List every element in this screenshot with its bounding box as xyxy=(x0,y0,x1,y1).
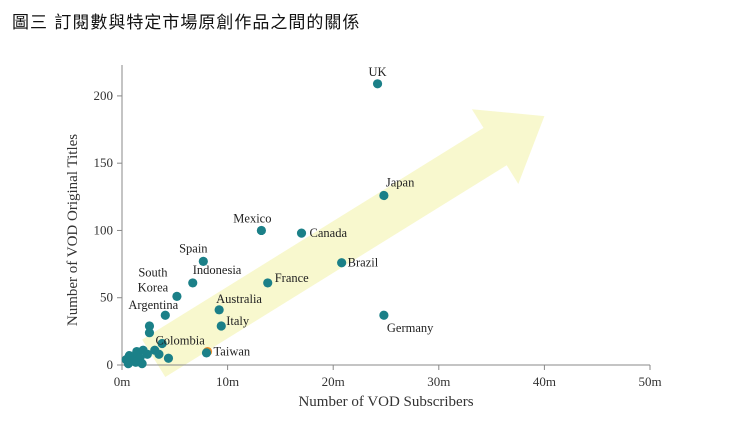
data-point-australia xyxy=(214,305,224,315)
y-tick-label: 50 xyxy=(100,290,113,305)
points-layer xyxy=(121,79,389,369)
data-point-mexico xyxy=(256,225,266,236)
data-point-unlabeled xyxy=(144,321,155,331)
x-tick-label: 50m xyxy=(638,374,661,389)
point-label-spain: Spain xyxy=(179,241,208,255)
data-point-argentina xyxy=(160,310,170,320)
data-point-unlabeled xyxy=(123,359,133,369)
axes-layer: 0 50 100 150 200 0m 10m 20m 30m 40m 50m xyxy=(94,65,662,389)
data-point-unlabeled xyxy=(201,348,212,358)
data-point-unlabeled xyxy=(163,353,174,363)
point-label-indonesia: Indonesia xyxy=(193,263,242,277)
data-point-japan xyxy=(379,190,389,201)
data-point-unlabeled xyxy=(137,359,147,369)
page-title: 圖三 訂閱數與特定市場原創作品之間的關係 xyxy=(12,13,361,33)
point-label-brazil: Brazil xyxy=(348,256,379,270)
data-point-unlabeled xyxy=(154,349,164,359)
y-tick-label: 0 xyxy=(107,357,114,372)
x-tick-label: 10m xyxy=(216,374,239,389)
point-label-argentina: Argentina xyxy=(128,298,178,312)
point-label-australia: Australia xyxy=(216,292,262,306)
data-point-brazil xyxy=(337,258,347,268)
point-label-france: France xyxy=(275,271,309,285)
point-label-south-korea-line1: South xyxy=(138,265,168,279)
point-label-taiwan: Taiwan xyxy=(214,345,251,359)
x-tick-label: 0m xyxy=(114,374,131,389)
data-point-uk xyxy=(372,79,383,89)
point-label-italy: Italy xyxy=(226,314,250,328)
data-point-unlabeled xyxy=(157,338,167,349)
trend-arrow-layer xyxy=(142,109,545,377)
x-tick-label: 20m xyxy=(322,374,345,389)
y-tick-label: 100 xyxy=(94,222,114,237)
data-point-spain xyxy=(198,256,208,266)
data-point-colombia xyxy=(144,328,155,338)
x-tick-label: 30m xyxy=(427,374,450,389)
point-label-mexico: Mexico xyxy=(233,211,271,225)
data-point-germany xyxy=(379,310,389,320)
point-label-germany: Germany xyxy=(387,321,434,335)
point-label-south-korea-line2: Korea xyxy=(138,280,169,294)
trend-arrow xyxy=(142,109,545,377)
data-point-canada xyxy=(296,228,307,238)
point-label-colombia: Colombia xyxy=(155,334,205,348)
y-axis-label: Number of VOD Original Titles xyxy=(65,134,81,326)
y-tick-label: 150 xyxy=(94,155,114,170)
point-label-uk: UK xyxy=(369,65,387,79)
data-point-indonesia xyxy=(188,278,198,288)
point-label-canada: Canada xyxy=(310,226,348,240)
point-labels-layer: UK Japan Mexico Canada Spain Brazil Indonesia F… xyxy=(128,65,434,359)
point-label-japan: Japan xyxy=(386,175,415,189)
data-point-france xyxy=(263,278,273,288)
data-point-south-korea xyxy=(172,291,182,301)
x-tick-label: 40m xyxy=(533,374,556,389)
x-axis-label: Number of VOD Subscribers xyxy=(298,394,473,410)
data-point-italy xyxy=(216,321,226,331)
y-tick-label: 200 xyxy=(94,88,114,103)
